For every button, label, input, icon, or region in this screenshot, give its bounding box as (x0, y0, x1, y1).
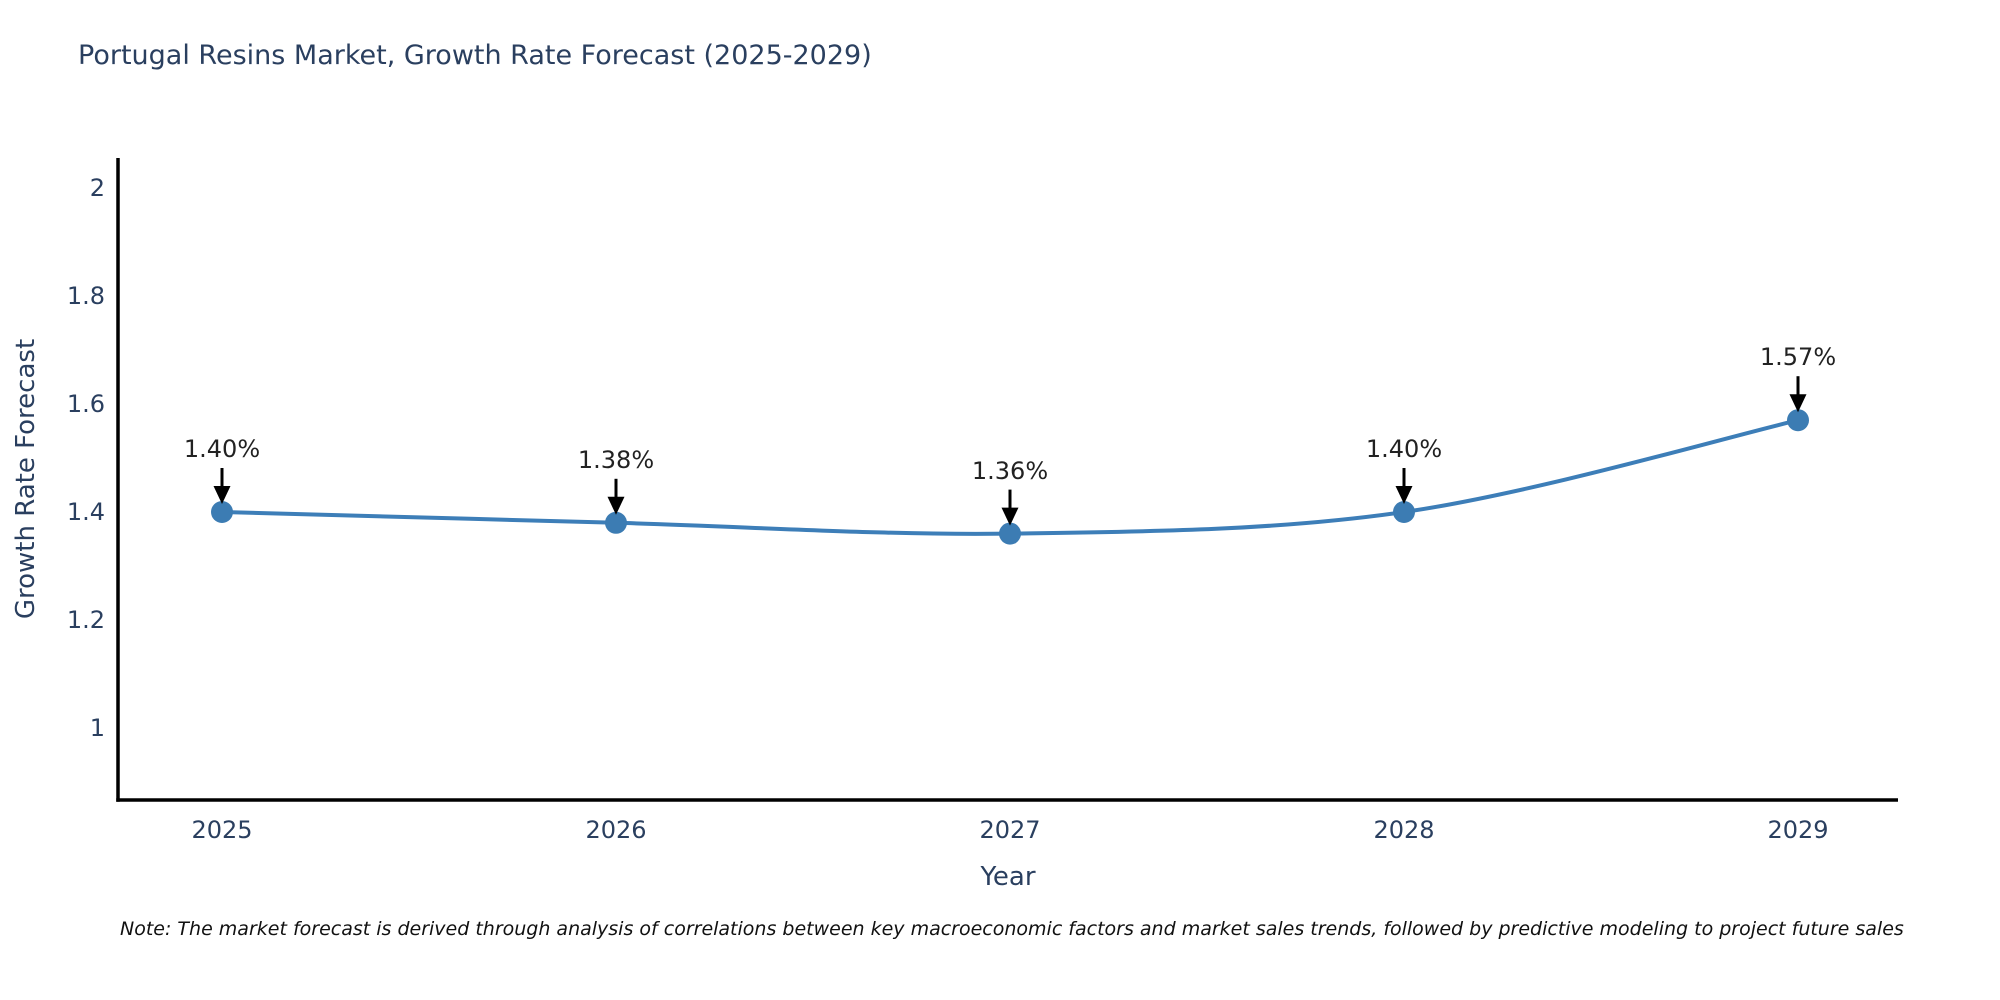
data-point-label: 1.57% (1759, 343, 1837, 372)
data-point-label: 1.40% (1365, 435, 1443, 463)
data-point-marker (1787, 409, 1809, 432)
x-tick-label: 2028 (1373, 816, 1435, 844)
y-tick-label: 1.8 (66, 282, 105, 310)
y-tick-label: 1.6 (66, 390, 105, 418)
data-point-label: 1.36% (971, 456, 1049, 485)
data-point-marker (211, 501, 233, 523)
chart-title: Portugal Resins Market, Growth Rate Fore… (78, 40, 872, 71)
data-point-marker (999, 522, 1021, 545)
y-tick-label: 1 (89, 714, 105, 742)
x-tick-label: 2029 (1767, 816, 1829, 844)
footnote: Note: The market forecast is derived thr… (120, 918, 1904, 940)
x-tick-label: 2027 (979, 816, 1041, 844)
y-tick-label: 1.4 (66, 498, 105, 526)
y-tick-label: 1.2 (66, 606, 105, 634)
data-point-label: 1.38% (577, 445, 655, 474)
data-point-label: 1.40% (183, 435, 261, 463)
x-tick-label: 2026 (585, 816, 647, 844)
data-point-marker (605, 511, 627, 534)
annotation-arrowhead-icon (213, 486, 231, 504)
annotation-arrowhead-icon (1001, 507, 1019, 526)
annotation-arrowhead-icon (1395, 486, 1413, 504)
data-point-marker (1393, 501, 1415, 523)
x-tick-label: 2025 (191, 816, 253, 844)
annotation-arrowhead-icon (1789, 394, 1807, 413)
y-tick-label: 2 (89, 174, 105, 202)
x-axis-title: Year (980, 862, 1036, 892)
annotation-arrowhead-icon (607, 496, 625, 515)
